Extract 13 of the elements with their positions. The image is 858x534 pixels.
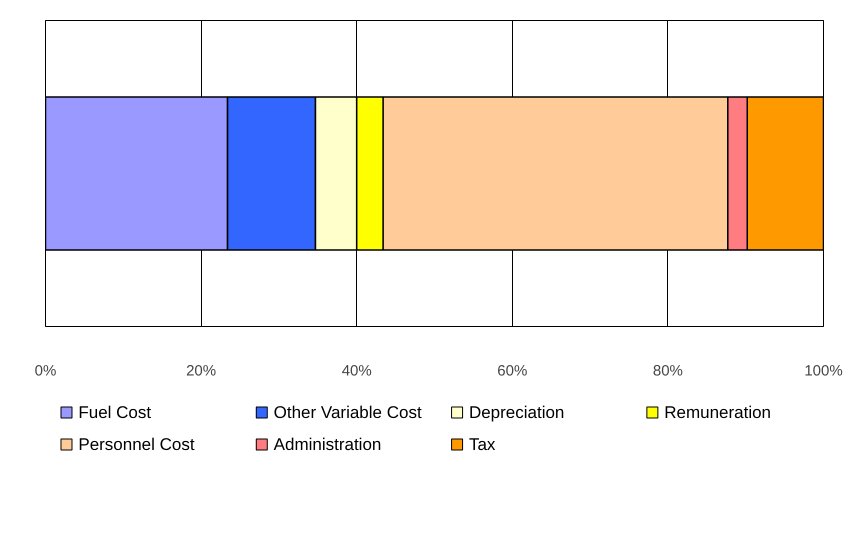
x-tick-label: 0% xyxy=(34,362,56,380)
legend-label: Fuel Cost xyxy=(78,403,152,422)
x-tick-label: 20% xyxy=(186,362,216,380)
legend-label: Remuneration xyxy=(664,403,772,422)
x-tick-label: 40% xyxy=(342,362,372,380)
x-tick-label: 100% xyxy=(804,362,843,380)
x-tick-label: 60% xyxy=(497,362,528,380)
legend-label: Administration xyxy=(274,435,382,454)
legend-label: Depreciation xyxy=(468,403,564,422)
legend-label: Other Variable Cost xyxy=(274,403,422,422)
legend-label: Tax xyxy=(468,435,496,454)
x-tick-label: 80% xyxy=(652,362,683,380)
legend-label: Personnel Cost xyxy=(78,435,195,454)
